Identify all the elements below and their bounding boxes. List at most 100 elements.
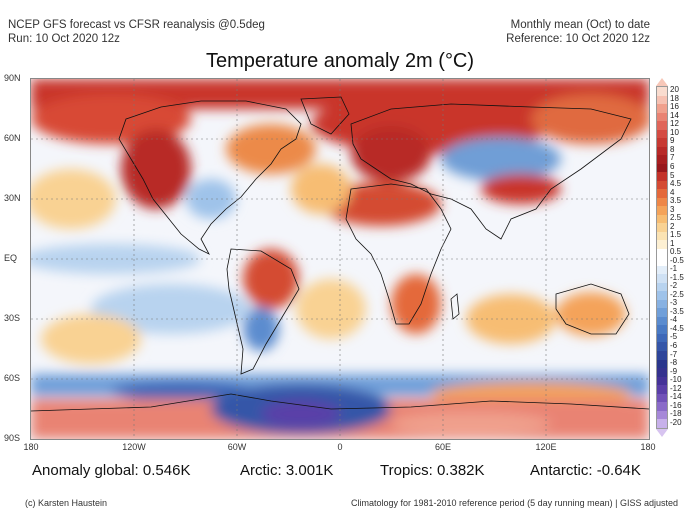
header-right: Monthly mean (Oct) to date Reference: 10… xyxy=(506,18,650,46)
colorbar-segment xyxy=(657,265,667,275)
colorbar-segment xyxy=(657,291,667,300)
lon-label-180e: 180 xyxy=(640,442,656,452)
stat-global-value: 0.546K xyxy=(142,462,191,479)
colorbar-tick-label: 18 xyxy=(670,93,679,103)
colorbar-tick-label: 3.5 xyxy=(670,196,682,206)
colorbar-tick-label: -10 xyxy=(670,375,682,385)
colorbar-tick-label: -5 xyxy=(670,332,678,342)
stat-antarctic-label: Antarctic: xyxy=(530,462,593,479)
colorbar-tick-label: -2.5 xyxy=(670,289,684,299)
colorbar-segment xyxy=(657,180,667,190)
lat-label-60n: 60N xyxy=(4,133,21,143)
colorbar-tick-label: 16 xyxy=(670,102,679,112)
stat-tropics-value: 0.382K xyxy=(436,462,485,479)
colorbar-segment xyxy=(657,155,667,164)
colorbar-tick-label: 6 xyxy=(670,161,675,171)
colorbar-tick-label: 10 xyxy=(670,127,679,137)
colorbar-tick-label: 14 xyxy=(670,110,679,120)
colorbar-tick-label: -6 xyxy=(670,341,678,350)
colorbar-segment xyxy=(657,376,667,386)
colorbar-tick-label: -1.5 xyxy=(670,272,684,282)
colorbar-tick-label: -3.5 xyxy=(670,306,684,316)
colorbar-tick-label: 2 xyxy=(670,221,675,231)
anomaly-map xyxy=(30,78,650,440)
colorbar-segment xyxy=(657,350,667,360)
colorbar-tick-label: -4 xyxy=(670,315,678,325)
lat-label-eq: EQ xyxy=(4,253,18,263)
colorbar-tick-label: -9 xyxy=(670,366,678,376)
colorbar-segment xyxy=(657,385,667,394)
colorbar-tick-label: 4 xyxy=(670,187,675,197)
lon-label-60w: 60W xyxy=(227,442,247,452)
colorbar-tick-label: -7 xyxy=(670,349,678,359)
colorbar-tick-label: -16 xyxy=(670,400,682,410)
colorbar-tick-label: -8 xyxy=(670,358,678,368)
colorbar-tick-label: -3 xyxy=(670,298,678,308)
stat-tropics: Tropics: 0.382K xyxy=(380,462,485,479)
stat-arctic-value: 3.001K xyxy=(285,462,334,479)
colorbar-segment xyxy=(657,172,667,181)
lat-label-60s: 60S xyxy=(4,373,21,383)
colorbar-tick-label: -12 xyxy=(670,383,682,393)
colorbar-tick-label: 3 xyxy=(670,204,675,214)
colorbar-tick-label: 4.5 xyxy=(670,179,682,189)
colorbar-tick-label: 0.5 xyxy=(670,247,682,257)
header-left: NCEP GFS forecast vs CFSR reanalysis @0.… xyxy=(8,18,265,46)
colorbar-segment xyxy=(657,206,667,215)
colorbar-segment xyxy=(657,112,667,122)
climatology-note: Climatology for 1981-2010 reference peri… xyxy=(350,498,678,508)
stat-global-label: Anomaly global: xyxy=(32,462,139,479)
colorbar-segment xyxy=(657,231,667,241)
colorbar-segment xyxy=(657,129,667,139)
colorbar-tick-label: 12 xyxy=(670,119,679,129)
colorbar-segment xyxy=(657,138,667,147)
colorbar-segment xyxy=(657,240,667,249)
stat-tropics-label: Tropics: xyxy=(380,462,433,479)
colorbar-segment xyxy=(657,342,667,351)
colorbar-segment xyxy=(657,308,667,317)
colorbar-segment xyxy=(657,197,667,207)
colorbar-segment xyxy=(657,419,667,428)
colorbar-ticks: 20 18 16 14 12 10 9 8 7 6 5 4.5 4 3.5 3 2.5 2 1.5 1 0.5 -0.5… xyxy=(670,86,698,429)
colorbar-tick-label: 2.5 xyxy=(670,213,682,223)
colorbar-segment xyxy=(657,333,667,343)
colorbar-segment xyxy=(657,257,667,266)
lat-label-30n: 30N xyxy=(4,193,21,203)
colorbar-segment xyxy=(657,410,667,420)
lat-label-90s: 90S xyxy=(4,433,21,443)
lon-label-0: 0 xyxy=(337,442,343,452)
colorbar-segment xyxy=(657,274,667,283)
colorbar-segment xyxy=(657,393,667,403)
colorbar-tick-label: -1 xyxy=(670,264,678,274)
colorbar-segment xyxy=(657,299,667,309)
map-title: Temperature anomaly 2m (°C) xyxy=(205,50,475,72)
lat-label-90n: 90N xyxy=(4,73,21,83)
colorbar-segment xyxy=(657,87,667,96)
colorbar-segment xyxy=(657,325,667,334)
colorbar-tick-label: -20 xyxy=(670,417,682,427)
model-description: NCEP GFS forecast vs CFSR reanalysis @0.… xyxy=(8,19,265,31)
colorbar-segment xyxy=(657,146,667,156)
reference-time: Reference: 10 Oct 2020 12z xyxy=(506,33,650,45)
run-time: Run: 10 Oct 2020 12z xyxy=(8,33,120,45)
colorbar-segment xyxy=(657,248,667,258)
colorbar-tick-label: 7 xyxy=(670,153,675,163)
stat-antarctic-value: -0.64K xyxy=(596,462,641,479)
credit: (c) Karsten Haustein xyxy=(25,498,108,508)
colorbar xyxy=(656,86,668,429)
colorbar-tick-label: 1 xyxy=(670,238,675,248)
colorbar-segment xyxy=(657,223,667,232)
stat-antarctic: Antarctic: -0.64K xyxy=(530,462,641,479)
lat-label-30s: 30S xyxy=(4,313,21,323)
lon-label-60e: 60E xyxy=(434,442,452,452)
colorbar-segment xyxy=(657,104,667,113)
colorbar-segment xyxy=(657,189,667,198)
stat-arctic: Arctic: 3.001K xyxy=(240,462,333,479)
colorbar-segment xyxy=(657,368,667,377)
colorbar-segment xyxy=(657,163,667,173)
colorbar-segment xyxy=(657,359,667,369)
colorbar-tick-label: -14 xyxy=(670,392,682,402)
colorbar-segment xyxy=(657,316,667,326)
colorbar-segment xyxy=(657,282,667,292)
colorbar-segment xyxy=(657,95,667,105)
